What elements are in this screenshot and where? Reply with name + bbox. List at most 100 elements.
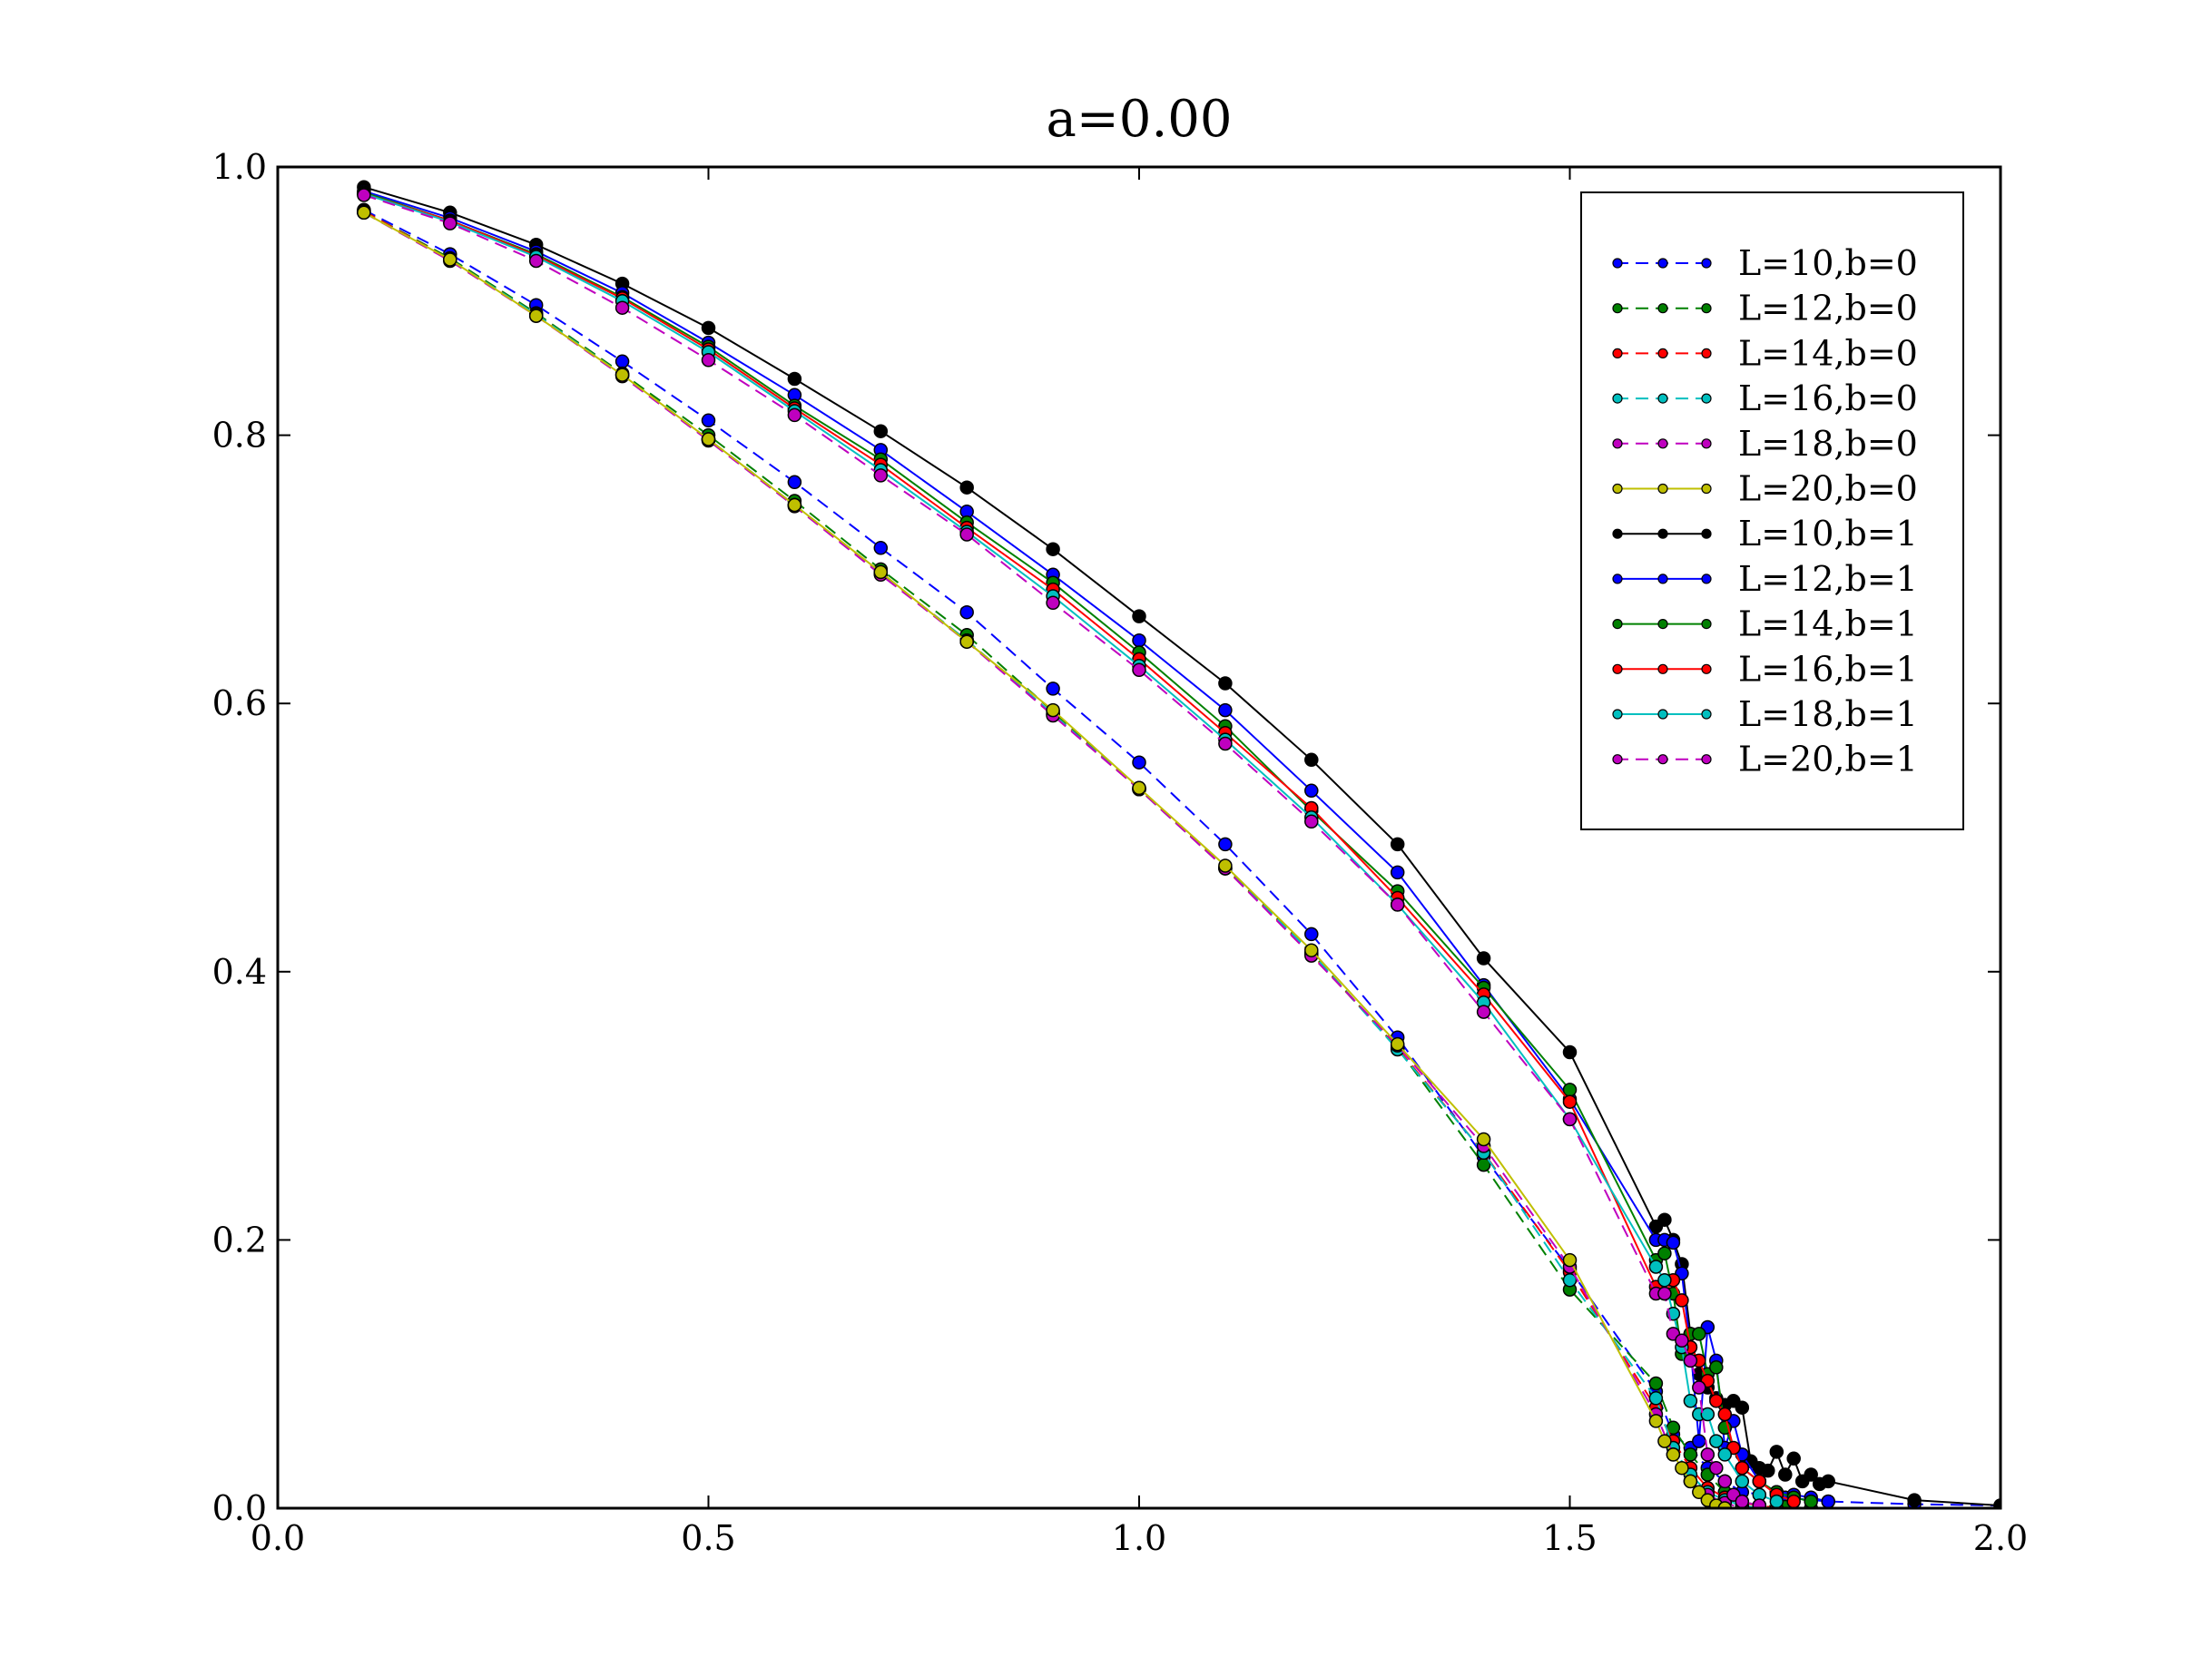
data-point [1752, 1498, 1767, 1508]
data-point [1675, 1460, 1689, 1476]
legend-marker [1657, 303, 1668, 314]
data-point [959, 604, 974, 620]
legend-marker [1612, 663, 1623, 674]
data-point [1132, 662, 1146, 678]
legend-marker [1612, 348, 1623, 358]
legend-marker [1657, 438, 1668, 449]
data-point [1304, 927, 1319, 942]
data-point [1476, 951, 1491, 966]
legend-entry: L=20,b=1 [1612, 740, 1918, 780]
legend-marker [1612, 393, 1623, 404]
legend-marker [1612, 528, 1623, 539]
data-point [787, 475, 802, 490]
data-point [1304, 783, 1319, 799]
legend-marker [1701, 528, 1712, 539]
x-tick-label: 1.0 [1112, 1518, 1166, 1558]
x-tick-label: 0.0 [251, 1518, 305, 1558]
data-point [1666, 1235, 1681, 1250]
legend-entry: L=10,b=0 [1612, 243, 1918, 283]
y-tick-label: 0.8 [212, 416, 267, 456]
legend-label: L=16,b=0 [1738, 378, 1918, 418]
data-point [1683, 1394, 1698, 1408]
y-tick-label: 0.2 [212, 1220, 267, 1260]
legend-marker [1657, 528, 1668, 539]
legend-entry: L=18,b=0 [1612, 424, 1918, 464]
legend-entry: L=20,b=0 [1612, 469, 1918, 509]
data-point [1390, 1036, 1405, 1052]
data-point [1562, 1044, 1578, 1060]
data-point [1778, 1467, 1793, 1482]
data-point [1562, 1083, 1578, 1097]
data-point [1993, 1498, 2001, 1508]
legend-marker [1657, 258, 1668, 269]
legend-entry: L=14,b=0 [1612, 333, 1918, 373]
legend-marker [1701, 393, 1712, 404]
data-point [1132, 632, 1146, 648]
data-point [1907, 1493, 1922, 1507]
y-tick-label: 0.6 [212, 683, 267, 723]
data-point [1709, 1360, 1724, 1375]
legend-marker [1657, 618, 1668, 630]
legend-marker [1701, 663, 1712, 674]
y-tick-label: 0.4 [212, 952, 267, 992]
series-11 [357, 188, 1767, 1508]
data-point [1657, 1434, 1672, 1448]
legend-marker [1612, 709, 1623, 720]
data-point [614, 368, 630, 382]
data-point [1648, 1260, 1664, 1274]
legend-label: L=14,b=0 [1738, 333, 1918, 373]
legend-marker [1657, 348, 1668, 358]
data-point [443, 252, 457, 267]
data-point [1786, 1494, 1801, 1508]
data-point [1709, 1434, 1724, 1448]
legend-entry: L=12,b=1 [1612, 559, 1918, 599]
data-point [1675, 1293, 1689, 1308]
legend-marker [1657, 663, 1668, 674]
legend-marker [1612, 618, 1623, 630]
data-point [1304, 752, 1319, 768]
x-tick-label: 1.5 [1542, 1518, 1597, 1558]
legend-label: L=14,b=1 [1738, 604, 1918, 644]
data-point [1821, 1494, 1835, 1508]
data-point [873, 564, 889, 580]
data-point [1804, 1494, 1818, 1508]
data-point [1218, 676, 1233, 691]
data-point [787, 407, 802, 423]
legend-marker [1612, 483, 1623, 495]
data-point [1304, 943, 1319, 957]
data-point [443, 216, 457, 230]
data-point [357, 205, 371, 221]
legend-marker [1657, 393, 1668, 404]
data-point [1709, 1460, 1724, 1476]
data-point [701, 353, 716, 368]
legend-label: L=16,b=1 [1738, 649, 1918, 689]
legend-label: L=12,b=0 [1738, 289, 1918, 328]
data-point [959, 634, 974, 649]
data-point [1390, 837, 1405, 852]
data-point [1304, 814, 1319, 829]
data-point [1132, 780, 1146, 796]
legend-entry: L=14,b=1 [1612, 604, 1918, 644]
data-point [1390, 865, 1405, 880]
legend-marker [1701, 303, 1712, 314]
data-point [1657, 1286, 1672, 1301]
data-point [1046, 595, 1060, 611]
data-point [1735, 1400, 1750, 1415]
data-point [1675, 1333, 1689, 1348]
series-10 [357, 186, 1784, 1508]
data-point [1683, 1474, 1698, 1489]
chart-title: a=0.00 [1047, 90, 1233, 149]
data-point [701, 432, 716, 446]
data-point [1735, 1494, 1750, 1508]
data-point [1717, 1407, 1733, 1422]
legend-entry: L=18,b=1 [1612, 694, 1918, 734]
data-point [1132, 609, 1146, 623]
legend-box [1580, 191, 1964, 830]
data-point [787, 371, 802, 387]
data-point [1717, 1501, 1733, 1508]
data-point [1735, 1460, 1750, 1476]
data-point [873, 541, 889, 555]
legend-marker [1701, 709, 1712, 720]
y-tick-label: 1.0 [212, 147, 267, 187]
